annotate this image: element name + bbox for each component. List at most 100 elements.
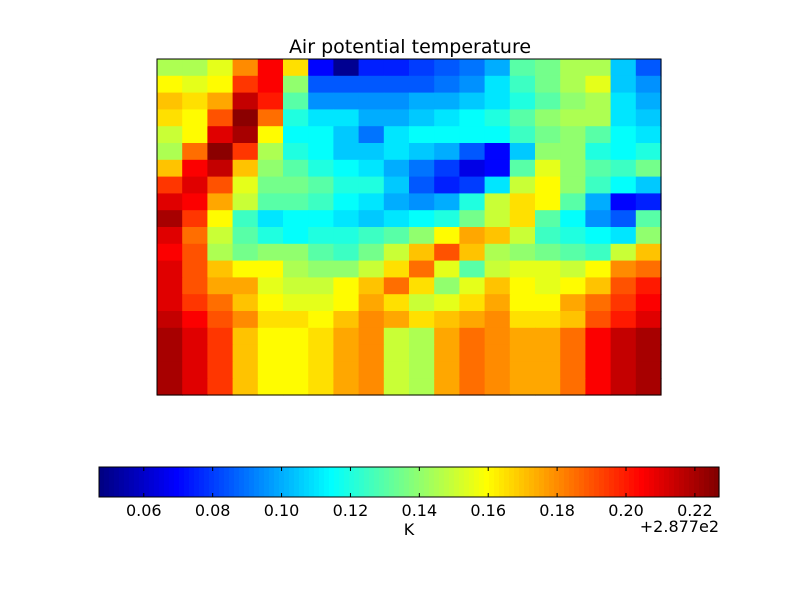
heatmap-cell xyxy=(333,227,360,245)
heatmap-cell xyxy=(333,126,360,144)
heatmap-cell xyxy=(535,159,561,178)
heatmap-cell xyxy=(157,126,183,144)
colorbar-segment xyxy=(204,467,210,497)
heatmap-cell xyxy=(358,176,385,194)
colorbar-segment xyxy=(479,467,485,497)
heatmap-cell xyxy=(585,227,612,245)
heatmap-cell xyxy=(635,159,662,178)
heatmap-cell xyxy=(333,344,360,362)
heatmap-cell xyxy=(157,227,183,245)
heatmap-cell xyxy=(434,243,460,262)
heatmap-cell xyxy=(308,277,334,295)
colorbar-segment xyxy=(369,467,375,497)
heatmap-cell xyxy=(635,378,662,396)
heatmap-cell xyxy=(157,143,183,161)
heatmap-cell xyxy=(484,311,511,329)
colorbar-tick-label: 0.12 xyxy=(333,501,369,520)
colorbar-segment xyxy=(514,467,520,497)
heatmap-cell xyxy=(509,159,536,178)
heatmap-cell xyxy=(459,311,486,329)
heatmap-cell xyxy=(182,126,208,144)
heatmap-cell xyxy=(383,294,410,312)
heatmap-cell xyxy=(283,243,309,262)
colorbar-segment xyxy=(509,467,515,497)
heatmap-cell xyxy=(459,344,486,362)
heatmap-cell xyxy=(383,227,410,245)
heatmap-cell xyxy=(232,311,259,329)
heatmap-cell xyxy=(610,75,637,94)
heatmap-cell xyxy=(560,176,586,194)
heatmap-cell xyxy=(535,327,561,346)
heatmap-cell xyxy=(535,378,561,396)
heatmap-cell xyxy=(610,159,637,178)
heatmap-cell xyxy=(484,277,511,295)
heatmap-cell xyxy=(610,327,637,346)
heatmap-cell xyxy=(459,277,486,295)
heatmap-cell xyxy=(257,109,284,127)
heatmap-cell xyxy=(484,75,511,94)
heatmap-cell xyxy=(157,109,183,127)
heatmap-cell xyxy=(484,92,511,110)
heatmap-cell xyxy=(333,59,360,77)
heatmap-cell xyxy=(157,176,183,194)
heatmap-cell xyxy=(610,109,637,127)
heatmap-cell xyxy=(308,378,334,396)
heatmap-cell xyxy=(333,361,360,379)
heatmap-cell xyxy=(585,92,612,110)
heatmap-cell xyxy=(207,361,234,379)
heatmap-cell xyxy=(635,327,662,346)
heatmap-cell xyxy=(635,243,662,262)
heatmap-cell xyxy=(560,378,586,396)
colorbar-segment xyxy=(664,467,670,497)
heatmap-cell xyxy=(585,294,612,312)
heatmap-cell xyxy=(610,59,637,77)
colorbar-tick-label: 0.14 xyxy=(402,501,438,520)
heatmap-cell xyxy=(283,227,309,245)
colorbar-segment xyxy=(414,467,420,497)
colorbar-segment xyxy=(119,467,125,497)
colorbar-segment xyxy=(409,467,415,497)
heatmap-cell xyxy=(535,361,561,379)
heatmap-cell xyxy=(358,277,385,295)
heatmap-cell xyxy=(459,243,486,262)
colorbar-segment xyxy=(254,467,260,497)
heatmap-cell xyxy=(459,327,486,346)
heatmap-cell xyxy=(585,143,612,161)
heatmap-cell xyxy=(333,243,360,262)
heatmap-cell xyxy=(560,311,586,329)
heatmap-cell xyxy=(635,92,662,110)
heatmap-cell xyxy=(257,243,284,262)
heatmap-cell xyxy=(207,344,234,362)
chart-title: Air potential temperature xyxy=(289,36,531,58)
heatmap-cell xyxy=(434,311,460,329)
colorbar-segment xyxy=(339,467,345,497)
colorbar-segment xyxy=(539,467,545,497)
heatmap-cell xyxy=(207,59,234,77)
heatmap-cell xyxy=(560,294,586,312)
heatmap-cell xyxy=(207,126,234,144)
colorbar-segment xyxy=(219,467,225,497)
colorbar-segment xyxy=(424,467,430,497)
colorbar-segment xyxy=(394,467,400,497)
heatmap-cell xyxy=(308,126,334,144)
colorbar-segment xyxy=(364,467,370,497)
colorbar-segment xyxy=(549,467,555,497)
heatmap-cell xyxy=(434,294,460,312)
heatmap-cell xyxy=(358,227,385,245)
colorbar-segment xyxy=(469,467,475,497)
heatmap-cell xyxy=(383,59,410,77)
heatmap-cell xyxy=(358,210,385,228)
heatmap-cell xyxy=(434,159,460,178)
heatmap-cell xyxy=(383,361,410,379)
colorbar-segment xyxy=(279,467,285,497)
heatmap-cell xyxy=(207,75,234,94)
colorbar-segment xyxy=(674,467,680,497)
colorbar-segment xyxy=(459,467,465,497)
colorbar-segment xyxy=(679,467,685,497)
heatmap-cell xyxy=(635,193,662,211)
heatmap-cell xyxy=(459,193,486,211)
heatmap-cell xyxy=(484,227,511,245)
heatmap-cell xyxy=(610,92,637,110)
heatmap-cell xyxy=(610,344,637,362)
heatmap-cell xyxy=(635,143,662,161)
